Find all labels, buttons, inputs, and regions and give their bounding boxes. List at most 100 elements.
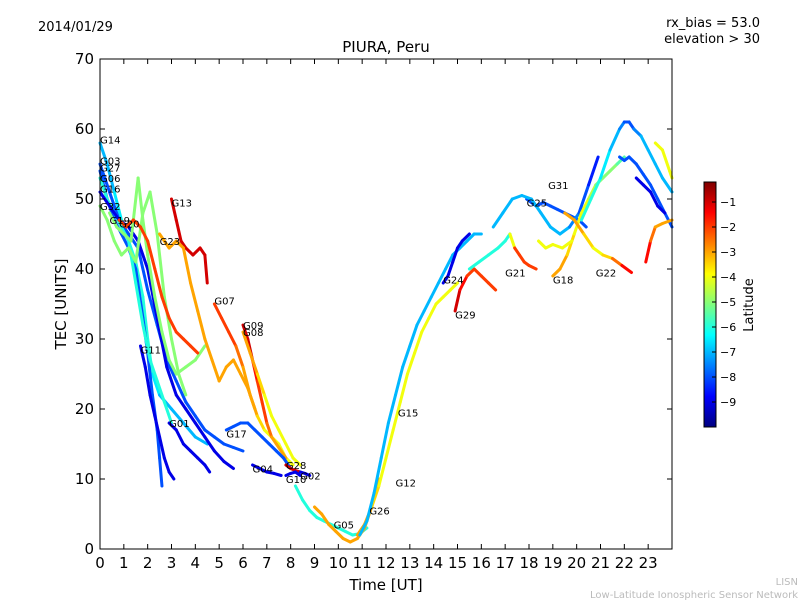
track-segment bbox=[398, 372, 409, 404]
track-segment bbox=[203, 253, 209, 285]
track-segment bbox=[641, 183, 653, 194]
colorbar-ticks: −1 −2 −3 −4 −5 −6 −7 −8 −9 bbox=[712, 196, 736, 409]
track-segment bbox=[189, 344, 200, 355]
x-tick-label: 6 bbox=[238, 554, 248, 572]
track-segment bbox=[408, 323, 419, 348]
footer-lisn: LISN bbox=[776, 577, 798, 588]
track-segment bbox=[420, 316, 431, 334]
y-tick-label: 20 bbox=[75, 400, 94, 418]
track-segment bbox=[558, 253, 569, 271]
track-segment bbox=[224, 358, 235, 369]
track-segment bbox=[162, 456, 171, 474]
track-segment bbox=[394, 365, 405, 397]
track-segment bbox=[153, 295, 164, 334]
satellite-label: G18 bbox=[553, 276, 573, 287]
colorbar-tick-label: −5 bbox=[720, 296, 736, 309]
track-segment bbox=[293, 470, 302, 477]
satellite-track bbox=[117, 218, 200, 355]
satellite-label: G28 bbox=[286, 461, 306, 472]
satellite-label: G13 bbox=[172, 199, 192, 210]
satellite-label: G27 bbox=[100, 164, 120, 175]
track-segment bbox=[241, 365, 252, 397]
satellite-track bbox=[618, 155, 674, 229]
track-segment bbox=[313, 505, 324, 516]
track-segment bbox=[234, 344, 245, 369]
track-segment bbox=[649, 225, 657, 243]
track-segment bbox=[150, 372, 162, 397]
track-segment bbox=[212, 449, 226, 463]
track-segment bbox=[165, 365, 178, 397]
track-segment bbox=[246, 421, 257, 432]
track-segment bbox=[167, 239, 178, 250]
y-axis: 0 10 20 30 40 50 60 70 bbox=[75, 50, 672, 558]
track-segment bbox=[98, 176, 109, 201]
track-segment bbox=[365, 491, 376, 523]
track-segment bbox=[520, 194, 533, 201]
satellite-track bbox=[453, 267, 498, 313]
satellite-label: G20 bbox=[119, 220, 139, 231]
track-segment bbox=[174, 239, 185, 250]
track-segment bbox=[627, 155, 638, 166]
track-segment bbox=[162, 400, 173, 425]
y-tick-label: 40 bbox=[75, 260, 94, 278]
track-segment bbox=[577, 183, 591, 215]
colorbar-tick-label: −2 bbox=[720, 221, 736, 234]
x-axis-label: Time [UT] bbox=[348, 576, 422, 594]
track-segment bbox=[448, 281, 459, 292]
track-segment bbox=[608, 162, 619, 173]
track-segment bbox=[127, 246, 138, 264]
satellite-track bbox=[212, 302, 295, 467]
track-segment bbox=[193, 435, 209, 446]
track-segment bbox=[167, 421, 178, 432]
colorbar bbox=[703, 181, 717, 428]
track-segment bbox=[467, 260, 481, 271]
elevation-label: elevation > 30 bbox=[664, 32, 760, 47]
satellite-label: G17 bbox=[226, 430, 246, 441]
satellite-label: G02 bbox=[300, 472, 320, 483]
track-segment bbox=[479, 274, 490, 285]
track-segment bbox=[212, 302, 224, 320]
track-segment bbox=[508, 232, 517, 250]
track-segment bbox=[272, 471, 283, 477]
track-segment bbox=[446, 260, 455, 278]
track-segment bbox=[539, 211, 552, 229]
satellite-label: G21 bbox=[505, 269, 525, 280]
track-segment bbox=[141, 323, 152, 362]
track-segment bbox=[222, 460, 235, 470]
track-segment bbox=[158, 435, 166, 460]
track-segment bbox=[170, 407, 185, 425]
satellite-label: G10 bbox=[286, 475, 306, 486]
satellite-label: G08 bbox=[243, 328, 263, 339]
track-segment bbox=[284, 456, 295, 467]
satellite-label: G19 bbox=[110, 216, 130, 227]
track-segment bbox=[105, 162, 116, 194]
x-tick-label: 16 bbox=[472, 554, 491, 572]
x-tick-label: 8 bbox=[286, 554, 296, 572]
satellite-label: G26 bbox=[369, 507, 389, 518]
satellite-label: G23 bbox=[160, 237, 180, 248]
track-segment bbox=[134, 281, 145, 327]
satellite-label: G31 bbox=[548, 181, 568, 192]
track-segment bbox=[472, 267, 483, 278]
track-segment bbox=[572, 218, 586, 236]
colorbar-label: Latitude bbox=[742, 278, 757, 332]
satellite-track bbox=[634, 176, 667, 215]
track-segment bbox=[241, 323, 250, 341]
track-segment bbox=[441, 288, 452, 299]
x-tick-label: 17 bbox=[496, 554, 515, 572]
y-tick-label: 30 bbox=[75, 330, 94, 348]
track-segment bbox=[284, 442, 295, 460]
track-segment bbox=[560, 239, 574, 250]
x-tick-label: 3 bbox=[167, 554, 177, 572]
track-segment bbox=[181, 421, 197, 439]
track-segment bbox=[167, 358, 178, 376]
track-segment bbox=[649, 183, 660, 201]
track-segment bbox=[196, 309, 207, 341]
y-tick-label: 60 bbox=[75, 120, 94, 138]
track-segment bbox=[620, 264, 633, 274]
track-segment bbox=[589, 176, 602, 201]
track-segment bbox=[334, 530, 345, 540]
track-segment bbox=[174, 218, 183, 243]
track-segment bbox=[203, 337, 214, 362]
